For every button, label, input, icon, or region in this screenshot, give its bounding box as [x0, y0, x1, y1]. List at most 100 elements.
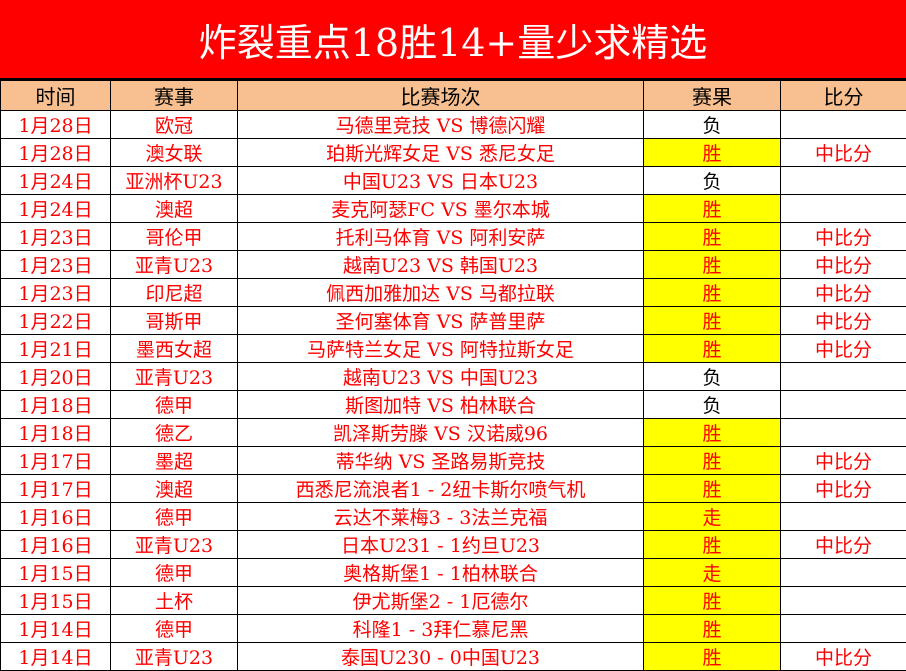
date-cell: 1月23日 [1, 223, 111, 251]
match-cell: 伊尤斯堡2 - 1厄德尔 [238, 587, 644, 615]
date-cell: 1月28日 [1, 111, 111, 139]
header-score: 比分 [781, 81, 906, 111]
league-cell: 欧冠 [111, 111, 238, 139]
league-cell: 澳超 [111, 475, 238, 503]
result-cell: 胜 [644, 223, 781, 251]
date-cell: 1月18日 [1, 419, 111, 447]
result-cell: 负 [644, 167, 781, 195]
table-row: 1月21日墨西女超马萨特兰女足 VS 阿特拉斯女足胜中比分 [1, 335, 906, 363]
result-cell: 胜 [644, 279, 781, 307]
table-row: 1月24日澳超麦克阿瑟FC VS 墨尔本城胜 [1, 195, 906, 223]
score-cell: 中比分 [781, 643, 906, 671]
result-cell: 胜 [644, 335, 781, 363]
header-league: 赛事 [111, 81, 238, 111]
result-cell: 胜 [644, 447, 781, 475]
match-cell: 凯泽斯劳滕 VS 汉诺威96 [238, 419, 644, 447]
league-cell: 土杯 [111, 587, 238, 615]
score-cell [781, 419, 906, 447]
table-row: 1月23日印尼超佩西加雅加达 VS 马都拉联胜中比分 [1, 279, 906, 307]
match-cell: 斯图加特 VS 柏林联合 [238, 391, 644, 419]
result-cell: 胜 [644, 531, 781, 559]
score-cell: 中比分 [781, 335, 906, 363]
date-cell: 1月24日 [1, 167, 111, 195]
date-cell: 1月16日 [1, 503, 111, 531]
result-cell: 负 [644, 391, 781, 419]
score-cell: 中比分 [781, 307, 906, 335]
header-result: 赛果 [644, 81, 781, 111]
result-cell: 负 [644, 363, 781, 391]
match-cell: 马德里竞技 VS 博德闪耀 [238, 111, 644, 139]
score-cell: 中比分 [781, 531, 906, 559]
score-cell [781, 587, 906, 615]
date-cell: 1月17日 [1, 447, 111, 475]
league-cell: 亚青U23 [111, 251, 238, 279]
score-cell: 中比分 [781, 475, 906, 503]
result-cell: 负 [644, 111, 781, 139]
table-row: 1月17日墨超蒂华纳 VS 圣路易斯竞技胜中比分 [1, 447, 906, 475]
score-cell [781, 363, 906, 391]
league-cell: 哥斯甲 [111, 307, 238, 335]
league-cell: 德甲 [111, 615, 238, 643]
match-cell: 奥格斯堡1 - 1柏林联合 [238, 559, 644, 587]
match-cell: 马萨特兰女足 VS 阿特拉斯女足 [238, 335, 644, 363]
header-match: 比赛场次 [238, 81, 644, 111]
date-cell: 1月15日 [1, 559, 111, 587]
score-cell: 中比分 [781, 139, 906, 167]
table-row: 1月15日德甲奥格斯堡1 - 1柏林联合走 [1, 559, 906, 587]
match-cell: 云达不莱梅3 - 3法兰克福 [238, 503, 644, 531]
match-cell: 泰国U230 - 0中国U23 [238, 643, 644, 671]
league-cell: 亚洲杯U23 [111, 167, 238, 195]
match-cell: 越南U23 VS 韩国U23 [238, 251, 644, 279]
league-cell: 德甲 [111, 503, 238, 531]
result-cell: 胜 [644, 195, 781, 223]
league-cell: 墨超 [111, 447, 238, 475]
league-cell: 澳女联 [111, 139, 238, 167]
date-cell: 1月22日 [1, 307, 111, 335]
match-cell: 越南U23 VS 中国U23 [238, 363, 644, 391]
match-cell: 科隆1 - 3拜仁慕尼黑 [238, 615, 644, 643]
league-cell: 德乙 [111, 419, 238, 447]
score-cell [781, 391, 906, 419]
score-cell [781, 559, 906, 587]
page-title: 炸裂重点18胜14+量少求精选 [0, 0, 906, 80]
result-cell: 胜 [644, 307, 781, 335]
score-cell [781, 503, 906, 531]
table-row: 1月23日哥伦甲托利马体育 VS 阿利安萨胜中比分 [1, 223, 906, 251]
date-cell: 1月21日 [1, 335, 111, 363]
table-row: 1月16日德甲云达不莱梅3 - 3法兰克福走 [1, 503, 906, 531]
match-cell: 麦克阿瑟FC VS 墨尔本城 [238, 195, 644, 223]
match-cell: 珀斯光辉女足 VS 悉尼女足 [238, 139, 644, 167]
score-cell [781, 111, 906, 139]
result-cell: 胜 [644, 615, 781, 643]
result-cell: 胜 [644, 139, 781, 167]
match-cell: 日本U231 - 1约旦U23 [238, 531, 644, 559]
match-cell: 佩西加雅加达 VS 马都拉联 [238, 279, 644, 307]
date-cell: 1月23日 [1, 251, 111, 279]
match-cell: 西悉尼流浪者1 - 2纽卡斯尔喷气机 [238, 475, 644, 503]
date-cell: 1月17日 [1, 475, 111, 503]
score-cell: 中比分 [781, 251, 906, 279]
date-cell: 1月24日 [1, 195, 111, 223]
score-cell [781, 195, 906, 223]
score-cell: 中比分 [781, 223, 906, 251]
date-cell: 1月28日 [1, 139, 111, 167]
score-cell: 中比分 [781, 447, 906, 475]
league-cell: 亚青U23 [111, 531, 238, 559]
result-cell: 胜 [644, 419, 781, 447]
table-row: 1月14日德甲科隆1 - 3拜仁慕尼黑胜 [1, 615, 906, 643]
match-cell: 中国U23 VS 日本U23 [238, 167, 644, 195]
date-cell: 1月20日 [1, 363, 111, 391]
date-cell: 1月16日 [1, 531, 111, 559]
date-cell: 1月23日 [1, 279, 111, 307]
table-row: 1月17日澳超西悉尼流浪者1 - 2纽卡斯尔喷气机胜中比分 [1, 475, 906, 503]
date-cell: 1月18日 [1, 391, 111, 419]
match-cell: 托利马体育 VS 阿利安萨 [238, 223, 644, 251]
table-row: 1月28日欧冠马德里竞技 VS 博德闪耀负 [1, 111, 906, 139]
table-row: 1月22日哥斯甲圣何塞体育 VS 萨普里萨胜中比分 [1, 307, 906, 335]
